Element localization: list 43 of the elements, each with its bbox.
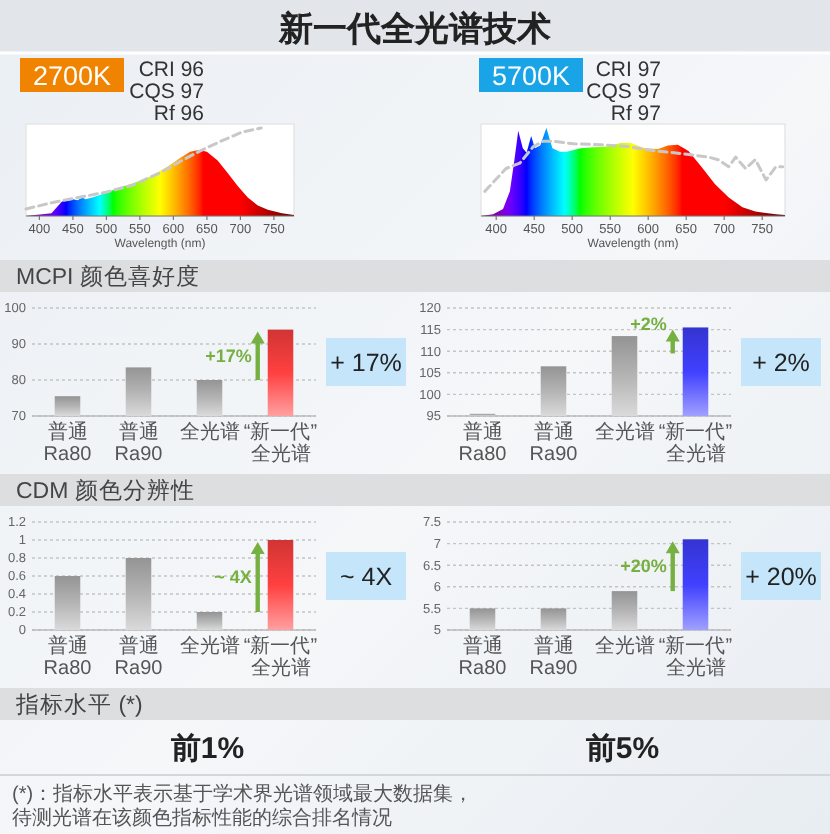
- annotation: +17%: [205, 345, 252, 366]
- text: 指标水平 (*): [14, 692, 143, 718]
- x-tick-label: 普通Ra90: [529, 420, 579, 466]
- text: 前5%: [583, 732, 660, 766]
- bar: [267, 540, 294, 630]
- x-tick-label: “新一代”全光谱: [243, 634, 318, 680]
- text: Rf 97: [610, 102, 662, 126]
- text: CRI 97: [595, 58, 662, 82]
- text: (*)：指标水平表示基于学术界光谱领域最大数据集，待测光谱在该颜色指标性能的综合排名情况: [12, 782, 474, 830]
- x-tick-label: 普通Ra90: [114, 634, 164, 680]
- x-tick-label: 普通Ra80: [43, 634, 93, 680]
- text: 前1%: [168, 732, 245, 766]
- chart-title: CDM 颜色分辨性: [16, 476, 195, 504]
- bar: [54, 576, 81, 630]
- text: + 20%: [745, 563, 817, 591]
- chart-title: 2700K: [32, 61, 112, 91]
- annotation: ~ 4X: [214, 567, 252, 587]
- text: CRI 96: [138, 58, 205, 82]
- x-tick-label: 普通Ra80: [43, 420, 93, 466]
- annotation: +20%: [620, 556, 667, 577]
- annotation: +2%: [630, 314, 667, 335]
- x-tick-label: “新一代”全光谱: [658, 420, 733, 466]
- x-tick-label: 全光谱: [179, 634, 240, 658]
- x-tick-label: 全光谱: [594, 420, 655, 444]
- x-tick-label: 普通Ra80: [458, 634, 508, 680]
- text: + 17%: [330, 349, 402, 377]
- x-tick-label: 全光谱: [594, 634, 655, 658]
- text: Rf 96: [153, 102, 205, 126]
- text: ~ 4X: [339, 563, 394, 591]
- text: 新一代全光谱技术: [277, 10, 551, 48]
- x-tick-label: 普通Ra90: [114, 420, 164, 466]
- bar: [196, 612, 223, 630]
- x-tick-label: 普通Ra90: [529, 634, 579, 680]
- chart-title: 5700K: [491, 61, 571, 91]
- bar: [125, 558, 152, 630]
- x-tick-label: “新一代”全光谱: [243, 420, 318, 466]
- text: CQS 97: [586, 80, 662, 104]
- chart-title: MCPI 颜色喜好度: [16, 262, 200, 290]
- text: CQS 97: [129, 80, 205, 104]
- x-tick-label: 普通Ra80: [458, 420, 508, 466]
- x-tick-label: 全光谱: [179, 420, 240, 444]
- x-tick-label: “新一代”全光谱: [658, 634, 733, 680]
- text: + 2%: [752, 349, 810, 377]
